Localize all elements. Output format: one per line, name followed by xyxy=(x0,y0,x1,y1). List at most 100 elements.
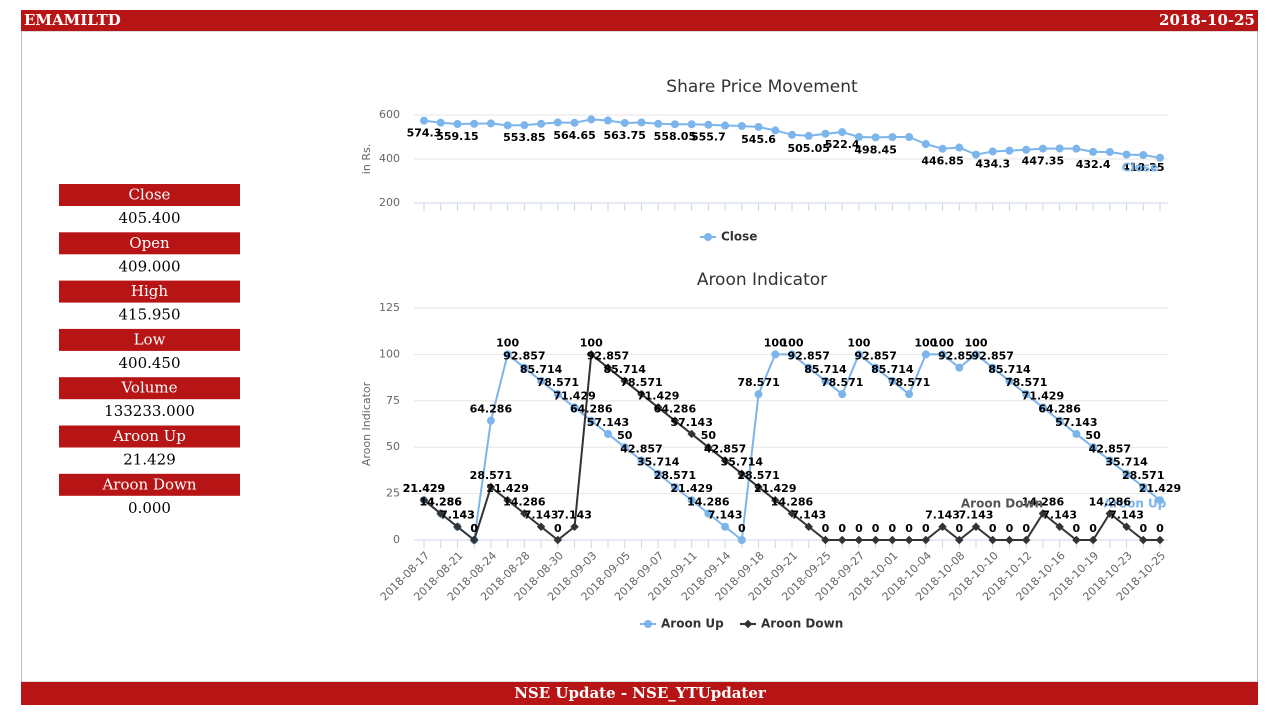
point xyxy=(771,350,780,359)
stat-label: Close xyxy=(129,186,171,204)
point xyxy=(587,350,596,359)
data-label: 7.143 xyxy=(1109,509,1144,522)
point xyxy=(553,535,563,545)
point xyxy=(620,376,629,386)
data-label: 100 xyxy=(914,336,937,349)
point xyxy=(955,143,964,152)
stat-label: Aroon Up xyxy=(112,427,186,445)
point xyxy=(687,496,696,505)
point xyxy=(453,522,462,531)
data-label: 100 xyxy=(847,336,870,349)
point xyxy=(570,118,579,127)
legend-marker xyxy=(704,233,712,241)
data-label: 64.286 xyxy=(654,403,697,416)
stat-value: 21.429 xyxy=(123,451,176,469)
point xyxy=(821,129,830,138)
point xyxy=(1072,535,1081,545)
series-end-label: Aroon Up xyxy=(1104,497,1167,511)
stat-label-box xyxy=(59,280,240,303)
series-end-label: Aroon Down xyxy=(961,497,1043,511)
point xyxy=(721,121,730,130)
stat-label: High xyxy=(131,282,168,300)
point xyxy=(871,133,880,142)
data-label: 100 xyxy=(931,336,954,349)
point xyxy=(921,535,931,545)
data-label: 0 xyxy=(1156,522,1164,535)
y-tick-label: 25 xyxy=(386,487,400,500)
stat-label-box xyxy=(59,232,240,255)
data-label: 418.25 xyxy=(1122,161,1164,174)
point xyxy=(469,535,479,545)
point xyxy=(637,118,646,127)
data-label: 35.714 xyxy=(1105,456,1148,469)
data-label: 564.65 xyxy=(553,129,595,142)
point xyxy=(804,131,813,140)
data-label: 7.143 xyxy=(440,509,475,522)
point xyxy=(419,495,429,505)
data-label: 78.571 xyxy=(821,376,863,389)
data-label: 71.429 xyxy=(553,389,595,402)
data-label: 100 xyxy=(764,336,787,349)
data-label: 92.857 xyxy=(972,350,1014,363)
point xyxy=(1038,144,1047,153)
point xyxy=(503,121,512,130)
point xyxy=(687,120,696,129)
point xyxy=(854,535,864,545)
data-label: 555.7 xyxy=(691,131,726,144)
y-axis-label: Aroon Indicator xyxy=(360,381,373,466)
point xyxy=(821,376,830,385)
point xyxy=(787,509,797,518)
data-label: 92.857 xyxy=(854,350,896,363)
data-label: 71.429 xyxy=(637,389,679,402)
point xyxy=(804,363,813,372)
chart-title: Share Price Movement xyxy=(666,77,858,97)
data-label: 92.857 xyxy=(938,350,980,363)
point xyxy=(888,535,897,545)
data-label: 42.857 xyxy=(1089,442,1131,455)
data-label: 78.571 xyxy=(537,376,579,389)
point xyxy=(955,363,964,372)
data-label: 14.286 xyxy=(420,495,463,508)
point xyxy=(788,350,796,359)
point xyxy=(503,495,512,505)
data-label: 522.4 xyxy=(825,138,860,151)
point xyxy=(604,429,612,438)
data-label: 0 xyxy=(1022,522,1030,535)
stat-label-box xyxy=(59,377,240,400)
data-label: 0 xyxy=(889,522,897,535)
data-label: 447.35 xyxy=(1022,155,1064,168)
point xyxy=(921,140,930,149)
point xyxy=(1139,150,1148,159)
point xyxy=(486,416,495,425)
point xyxy=(520,363,529,372)
point xyxy=(620,443,629,452)
point xyxy=(1139,535,1148,545)
point xyxy=(1005,376,1014,385)
data-label: 0 xyxy=(955,522,963,535)
data-label: 0 xyxy=(1139,522,1147,535)
data-label: 0 xyxy=(738,522,746,535)
data-label: 85.714 xyxy=(988,363,1031,376)
data-label: 434.3 xyxy=(975,157,1010,170)
data-label: 14.286 xyxy=(687,495,730,508)
point xyxy=(1055,144,1064,153)
footer-text: NSE Update - NSE_YTUpdater xyxy=(514,684,767,702)
stat-label: Volume xyxy=(120,379,177,397)
stat-label: Low xyxy=(134,330,166,348)
point xyxy=(1055,416,1064,425)
stat-label-box xyxy=(59,328,240,351)
point xyxy=(687,429,696,439)
data-label: 50 xyxy=(1085,429,1101,442)
point xyxy=(1156,153,1164,162)
point xyxy=(754,482,763,492)
data-label: 92.857 xyxy=(587,350,629,363)
data-label: 71.429 xyxy=(1022,389,1064,402)
point xyxy=(804,522,813,531)
data-label: 100 xyxy=(496,336,519,349)
data-label: 0 xyxy=(554,522,562,535)
data-label: 21.429 xyxy=(1139,482,1181,495)
data-label: 57.143 xyxy=(670,416,712,429)
data-label: 28.571 xyxy=(470,469,512,482)
point xyxy=(1022,145,1031,154)
point xyxy=(754,122,763,131)
